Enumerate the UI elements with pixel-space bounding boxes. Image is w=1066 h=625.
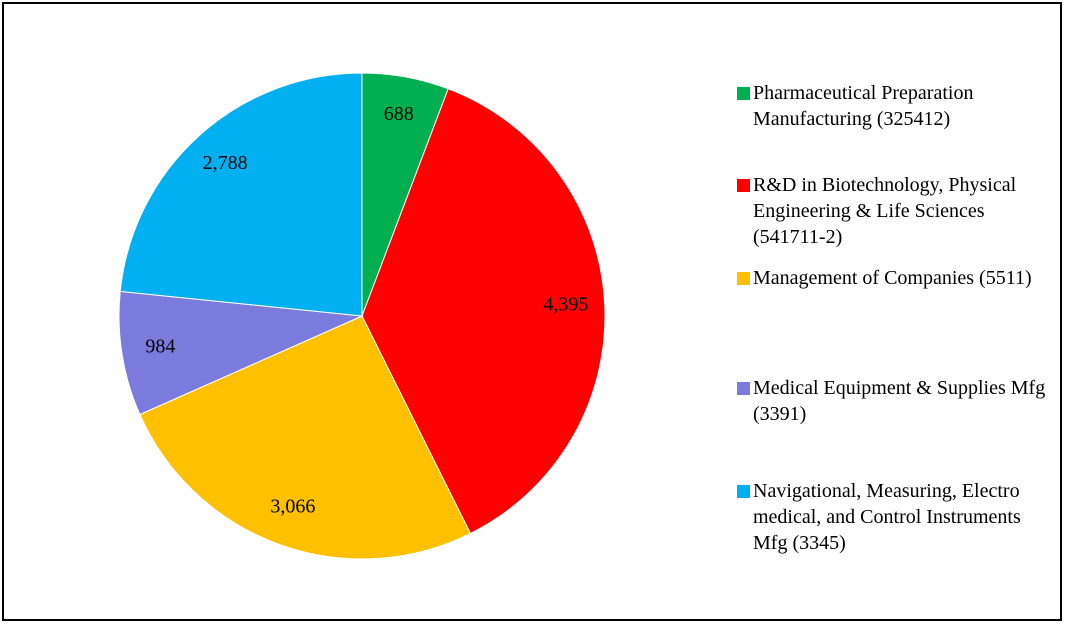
legend-swatch [737, 485, 750, 498]
legend-swatch [737, 179, 750, 192]
legend-swatch [737, 382, 750, 395]
data-label: 4,395 [543, 293, 588, 315]
legend-entry: Medical Equipment & Supplies Mfg (3391) [737, 375, 1047, 427]
legend-label: R&D in Biotechnology, Physical Engineeri… [753, 174, 1017, 248]
data-label: 688 [384, 103, 414, 125]
legend-swatch [737, 87, 750, 100]
legend-entry: R&D in Biotechnology, Physical Engineeri… [737, 172, 1047, 250]
data-label: 3,066 [270, 496, 315, 518]
legend-swatch [737, 272, 750, 285]
legend-entry: Management of Companies (5511) [737, 265, 1047, 291]
data-label: 984 [145, 336, 175, 358]
pie-slice [118, 290, 364, 416]
data-label: 2,788 [203, 152, 248, 174]
legend-label: Pharmaceutical Preparation Manufacturing… [753, 82, 974, 130]
legend-label: Navigational, Measuring, Electro medical… [753, 480, 1021, 554]
legend-entry: Pharmaceutical Preparation Manufacturing… [737, 80, 1047, 132]
legend-label: Management of Companies (5511) [753, 267, 1032, 289]
pie-slice [361, 88, 606, 535]
legend-label: Medical Equipment & Supplies Mfg (3391) [753, 377, 1046, 425]
pie-slice [139, 315, 472, 560]
legend-entry: Navigational, Measuring, Electro medical… [737, 478, 1047, 556]
pie-slice [119, 72, 363, 317]
